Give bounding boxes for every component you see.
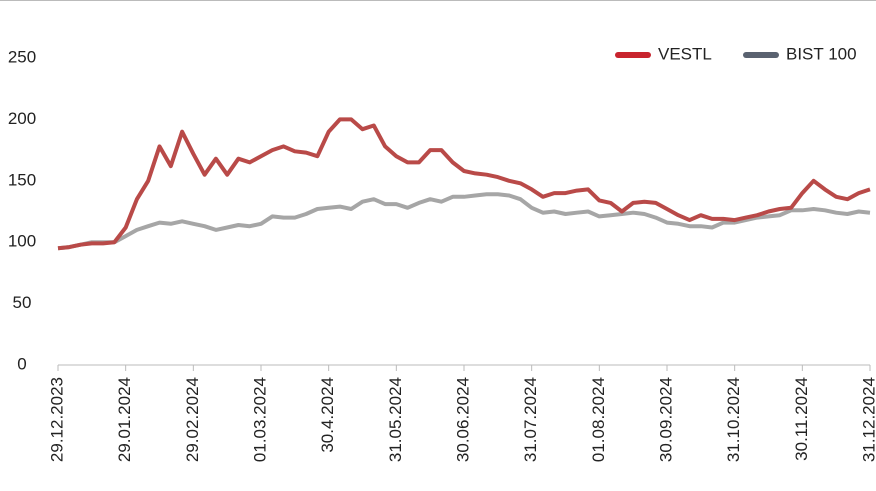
y-tick-label: 150 — [8, 170, 36, 189]
x-tick-label: 01.08.2024 — [589, 377, 608, 462]
legend-label: BIST 100 — [786, 44, 857, 63]
y-tick-label: 200 — [8, 109, 36, 128]
x-tick-label: 01.03.2024 — [250, 377, 269, 462]
x-tick-label: 29.02.2024 — [183, 377, 202, 462]
x-tick-label: 29.01.2024 — [115, 377, 134, 462]
series-line — [57, 117, 871, 251]
series-line — [57, 192, 871, 251]
x-tick-label: 29.12.2023 — [47, 377, 66, 462]
x-tick-label: 30.09.2024 — [656, 377, 675, 462]
x-tick-label: 31.10.2024 — [724, 377, 743, 462]
y-tick-label: 100 — [8, 232, 36, 251]
x-tick-label: 31.12.2024 — [859, 377, 876, 462]
y-tick-label: 250 — [8, 47, 36, 66]
x-tick-label: 30.4.2024 — [318, 377, 337, 453]
x-tick-label: 30.06.2024 — [453, 377, 472, 462]
legend-label: VESTL — [658, 44, 712, 63]
y-tick-label: 50 — [13, 293, 32, 312]
x-tick-label: 31.05.2024 — [386, 377, 405, 462]
x-tick-label: 31.07.2024 — [521, 377, 540, 462]
x-tick-label: 30.11.2024 — [792, 377, 811, 461]
y-tick-label: 0 — [17, 354, 26, 373]
